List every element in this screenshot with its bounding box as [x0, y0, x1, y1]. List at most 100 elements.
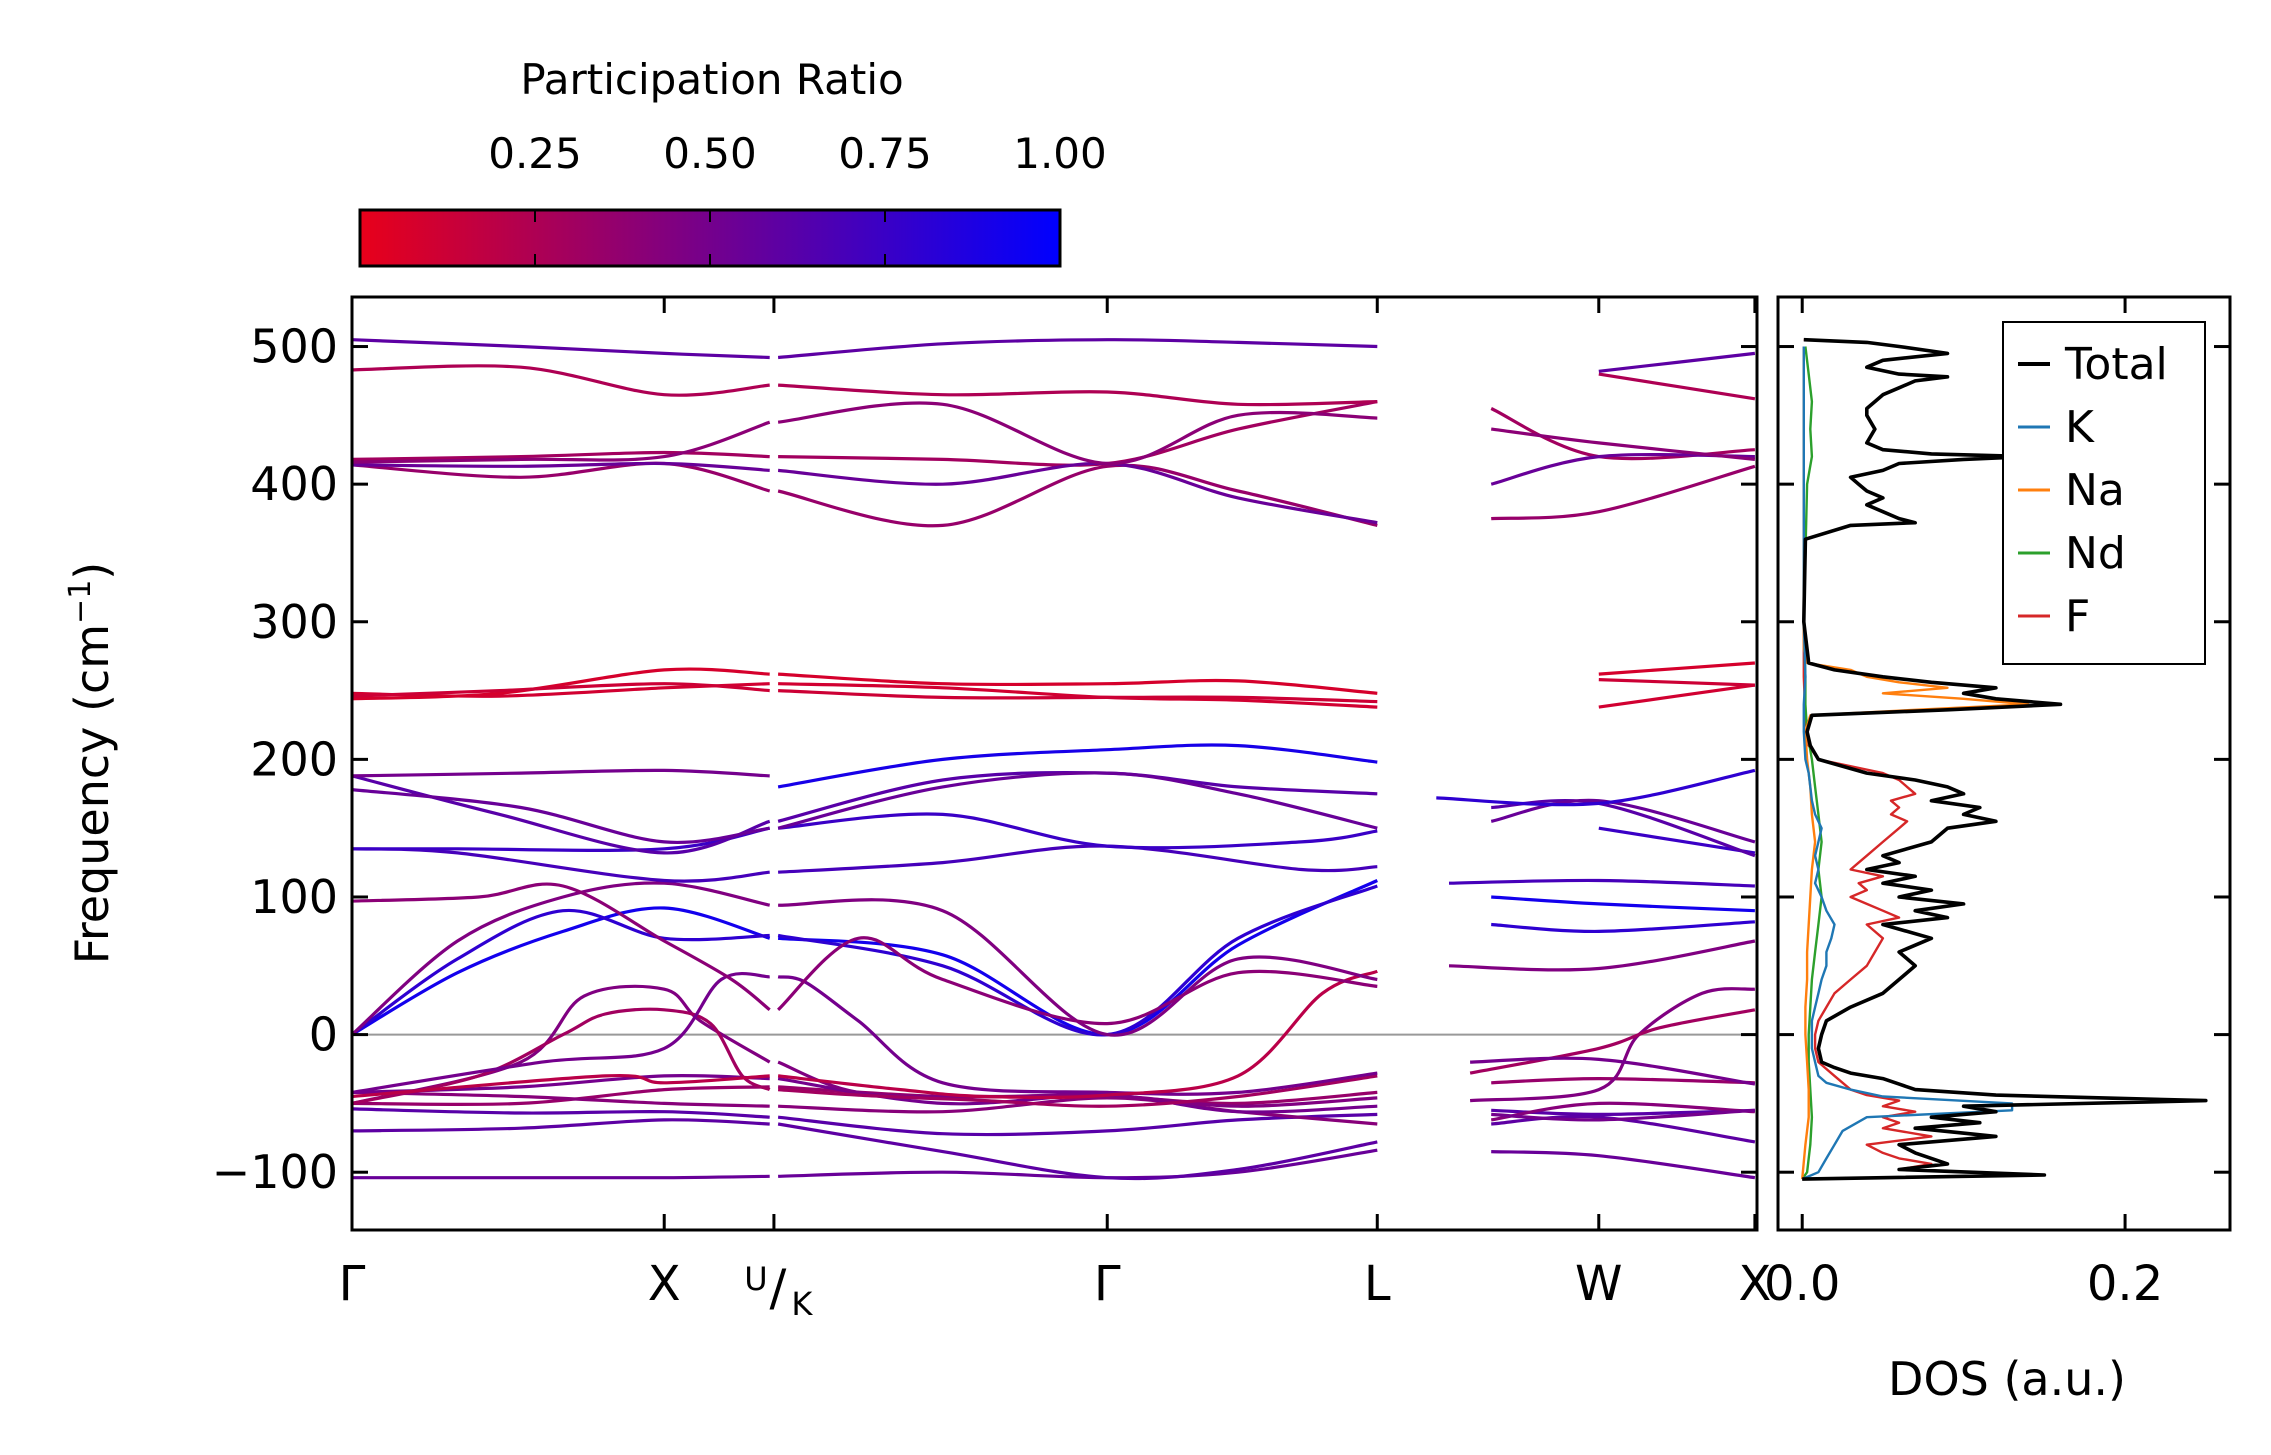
band-14-line: [777, 936, 1378, 1026]
band-x-ticks: Γ X U / K Γ L W X: [339, 297, 1771, 1323]
dos-legend-item-total: Total: [2018, 339, 2168, 390]
band-29-line: [352, 364, 770, 397]
band-y-tick-label: 0: [309, 1008, 338, 1062]
band-13-line: [352, 881, 771, 1036]
band-23-line: [1598, 661, 1756, 676]
band-x-tick-label: Γ: [339, 1256, 366, 1312]
dos-axis-label: DOS (a.u.): [1888, 1352, 2126, 1406]
dos-x-tick-label: 0.0: [1764, 1256, 1840, 1312]
band-8-line: [1469, 1008, 1756, 1075]
band-28-line: [1490, 427, 1756, 461]
band-3-line: [777, 1112, 1378, 1137]
band-28-line: [777, 401, 1378, 466]
band-15-line: [1448, 878, 1755, 888]
band-25-line: [352, 450, 770, 461]
band-17-line: [777, 770, 1378, 823]
band-2-line: [1491, 1115, 1756, 1144]
band-y-tick-label: −100: [212, 1145, 338, 1199]
dos-nd-line: [1801, 346, 1823, 1180]
band-2-line: [352, 1118, 770, 1133]
band-2-line: [777, 1122, 1378, 1181]
band-24-line: [1598, 678, 1755, 687]
band-5-line: [1490, 1101, 1755, 1122]
dos-legend-label: Nd: [2065, 528, 2126, 579]
dos-ticks: 0.0 0.2: [1764, 297, 2230, 1312]
band-29-line: [778, 383, 1378, 407]
dos-na-line: [1801, 346, 2030, 1180]
band-16-line: [777, 812, 1378, 850]
colorbar-tick-label: 0.25: [488, 129, 582, 178]
frequency-axis-label-unit-sup: −1: [63, 580, 98, 624]
band-18-line: [777, 771, 1378, 830]
band-7-line: [352, 984, 771, 1105]
band-17-line: [352, 774, 771, 855]
frequency-axis-label: Frequency (cm−1): [63, 562, 119, 965]
band-4-line: [1491, 1077, 1755, 1085]
dos-legend-item-nd: Nd: [2018, 528, 2126, 579]
band-24-line: [778, 689, 1378, 704]
dos-legend-label: F: [2065, 591, 2090, 642]
band-15-line: [778, 844, 1378, 874]
band-26-line: [352, 461, 771, 493]
band-x-tick-label: W: [1575, 1256, 1622, 1312]
colorbar-tick-label: 0.75: [838, 129, 932, 178]
dos-legend-item-na: Na: [2018, 465, 2125, 516]
band-15-line: [352, 847, 770, 883]
dos-lines: [1801, 337, 2208, 1181]
band-1-line: [352, 1174, 770, 1180]
band-26-line: [1491, 464, 1756, 521]
band-26-line: [777, 463, 1378, 528]
band-7-line: [1469, 987, 1756, 1103]
band-16-line: [1598, 826, 1756, 855]
band-28-line: [352, 420, 771, 464]
colorbar-title: Participation Ratio: [520, 55, 903, 104]
band-24-line: [352, 682, 770, 698]
band-7-line: [777, 1060, 1378, 1108]
dos-total-line: [1802, 337, 2208, 1181]
band-y-ticks: 500 400 300 200 100 0 −100: [212, 320, 1757, 1199]
band-x-tick-label: X: [648, 1256, 681, 1312]
band-20-line: [777, 743, 1378, 789]
band-9-line: [352, 971, 770, 1094]
band-10-line: [352, 1073, 770, 1099]
band-29-line: [1598, 372, 1756, 401]
colorbar-ticks: 0.25 0.50 0.75 1.00: [488, 129, 1107, 266]
band-x-tick-label-slash: /: [769, 1259, 786, 1317]
band-y-tick-label: 400: [250, 457, 338, 511]
band-x-tick-label: Γ: [1094, 1256, 1121, 1312]
band-structure-panel: 500 400 300 200 100 0 −100 Γ X U / K Γ L W X Frequency…: [63, 295, 1771, 1323]
band-9-line: [1470, 1056, 1756, 1086]
dos-panel: 0.0 0.2 DOS (a.u.) Total K Na Nd F: [1764, 295, 2232, 1406]
band-x-tick-label-k: K: [791, 1285, 813, 1323]
dos-legend-items: Total K Na Nd F: [2018, 339, 2168, 642]
band-5-line: [352, 1090, 770, 1108]
band-10-line: [777, 969, 1378, 1100]
band-12-line: [352, 908, 770, 1036]
band-y-tick-label: 200: [250, 732, 338, 786]
band-11-line: [352, 906, 771, 1036]
band-x-tick-label: L: [1364, 1256, 1391, 1312]
band-lines: [352, 338, 1756, 1181]
band-plot-frame: [350, 295, 1759, 1232]
band-3-line: [352, 1107, 770, 1119]
dos-legend-label: Na: [2065, 465, 2125, 516]
band-12-line: [1491, 920, 1755, 934]
band-14-line: [352, 882, 771, 1012]
band-6-line: [1491, 1108, 1755, 1122]
band-y-tick-label: 100: [250, 870, 338, 924]
band-y-tick-label: 500: [250, 320, 338, 374]
band-19-line: [352, 768, 770, 778]
band-23-line: [778, 672, 1378, 695]
dos-legend-item-f: F: [2018, 591, 2090, 642]
band-11-line: [1491, 895, 1755, 913]
band-21-line: [1436, 768, 1756, 807]
band-27-line: [352, 461, 770, 472]
band-x-tick-label: X: [1738, 1256, 1771, 1312]
dos-legend: Total K Na Nd F: [2002, 321, 2206, 665]
dos-x-tick-label: 0.2: [2087, 1256, 2163, 1312]
band-13-line: [778, 898, 1378, 1037]
dos-legend-box: [2002, 321, 2206, 665]
band-22-line: [1598, 683, 1756, 709]
dos-legend-label: Total: [2064, 339, 2168, 390]
